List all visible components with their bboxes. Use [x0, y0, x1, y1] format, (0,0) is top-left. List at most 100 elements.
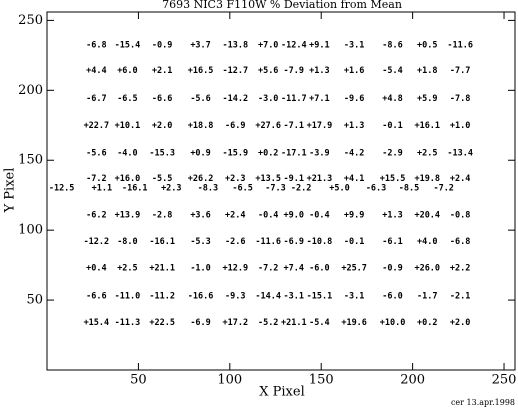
value-label: -0.4	[258, 210, 278, 220]
value-label: +2.4	[450, 174, 470, 184]
value-label: +16.1	[414, 121, 440, 131]
value-label: -5.5	[152, 174, 172, 184]
value-label: -0.1	[344, 237, 364, 247]
value-label: -11.2	[149, 291, 175, 301]
value-label: -5.6	[86, 149, 106, 159]
y-tick-label: 100	[18, 223, 43, 238]
chart-title: 7693 NIC3 F110W % Deviation from Mean	[162, 0, 402, 11]
value-label: -12.7	[223, 66, 249, 76]
value-label: +22.7	[84, 121, 110, 131]
value-label: +2.1	[152, 66, 172, 76]
value-label: +20.4	[414, 210, 440, 220]
value-label: +3.7	[190, 40, 210, 50]
footer: cer 13.apr.1998	[451, 398, 515, 407]
value-label: +16.0	[115, 174, 141, 184]
value-label: -6.5	[117, 94, 137, 104]
value-label: -14.2	[223, 94, 249, 104]
value-label: -7.7	[450, 66, 470, 76]
value-label: +21.1	[149, 263, 175, 273]
value-label: -15.3	[149, 149, 175, 159]
value-label: +13.5	[255, 174, 281, 184]
value-label: -11.6	[447, 40, 473, 50]
value-label: -2.2	[291, 184, 311, 194]
value-label: -2.6	[225, 237, 245, 247]
value-label: +9.1	[309, 40, 329, 50]
value-label: -5.4	[309, 318, 329, 328]
value-label: -6.5	[232, 184, 252, 194]
value-label: -14.4	[255, 291, 281, 301]
value-label: +3.6	[190, 210, 210, 220]
value-label: -12.2	[84, 237, 110, 247]
value-label: -7.8	[450, 94, 470, 104]
value-label: +1.0	[450, 121, 470, 131]
value-label: -6.1	[382, 237, 402, 247]
value-label: +0.2	[258, 149, 278, 159]
value-label: -7.9	[284, 66, 304, 76]
x-tick-label: 250	[492, 373, 517, 388]
plot-frame	[46, 11, 516, 371]
value-label: -9.3	[225, 291, 245, 301]
value-label: -7.2	[433, 184, 453, 194]
value-label: -6.9	[190, 318, 210, 328]
value-label: +15.4	[84, 318, 110, 328]
value-label: -5.4	[382, 66, 402, 76]
value-label: -3.1	[344, 291, 364, 301]
value-label: +21.3	[307, 174, 333, 184]
value-label: +19.6	[341, 318, 367, 328]
value-label: -12.4	[281, 40, 307, 50]
value-label: +7.4	[284, 263, 304, 273]
x-tick-label: 100	[217, 373, 242, 388]
value-label: -9.6	[344, 94, 364, 104]
value-label: +0.2	[417, 318, 437, 328]
value-label: -3.9	[309, 149, 329, 159]
value-label: +17.9	[307, 121, 333, 131]
value-label: -4.0	[117, 149, 137, 159]
value-label: -6.6	[86, 291, 106, 301]
value-label: +2.0	[450, 318, 470, 328]
value-label: -8.3	[198, 184, 218, 194]
value-label: -7.3	[265, 184, 285, 194]
value-label: -13.4	[447, 149, 473, 159]
y-axis-label: Y Pixel	[3, 168, 18, 214]
value-label: +5.0	[329, 184, 349, 194]
x-tick-label: 200	[400, 373, 425, 388]
x-tick-label: 50	[130, 373, 147, 388]
x-tick-label: 150	[309, 373, 334, 388]
value-label: -0.9	[152, 40, 172, 50]
value-label: +17.2	[223, 318, 249, 328]
value-label: +2.5	[417, 149, 437, 159]
value-label: +22.5	[149, 318, 175, 328]
value-label: -9.1	[284, 174, 304, 184]
value-label: -6.3	[366, 184, 386, 194]
value-label: +2.3	[161, 184, 181, 194]
value-label: +12.9	[223, 263, 249, 273]
value-label: -2.1	[450, 291, 470, 301]
value-label: -6.8	[450, 237, 470, 247]
value-label: -7.2	[258, 263, 278, 273]
value-label: -8.0	[117, 237, 137, 247]
value-label: -13.8	[223, 40, 249, 50]
value-label: +19.8	[414, 174, 440, 184]
value-label: -16.1	[122, 184, 148, 194]
value-label: +1.3	[309, 66, 329, 76]
value-label: -0.8	[450, 210, 470, 220]
y-tick-label: 200	[18, 83, 43, 98]
value-label: -16.6	[188, 291, 214, 301]
value-label: +2.3	[225, 174, 245, 184]
value-label: +7.0	[258, 40, 278, 50]
value-label: -7.1	[284, 121, 304, 131]
value-label: +9.0	[284, 210, 304, 220]
value-label: -6.7	[86, 94, 106, 104]
value-label: -2.9	[382, 149, 402, 159]
value-label: +1.3	[344, 121, 364, 131]
y-tick-label: 50	[26, 293, 43, 308]
value-label: +1.8	[417, 66, 437, 76]
value-label: -3.1	[344, 40, 364, 50]
value-label: +13.9	[115, 210, 141, 220]
value-label: +2.2	[450, 263, 470, 273]
value-label: +26.0	[414, 263, 440, 273]
value-label: -6.0	[382, 291, 402, 301]
value-label: -16.1	[149, 237, 175, 247]
value-label: -8.6	[382, 40, 402, 50]
value-label: -6.8	[86, 40, 106, 50]
